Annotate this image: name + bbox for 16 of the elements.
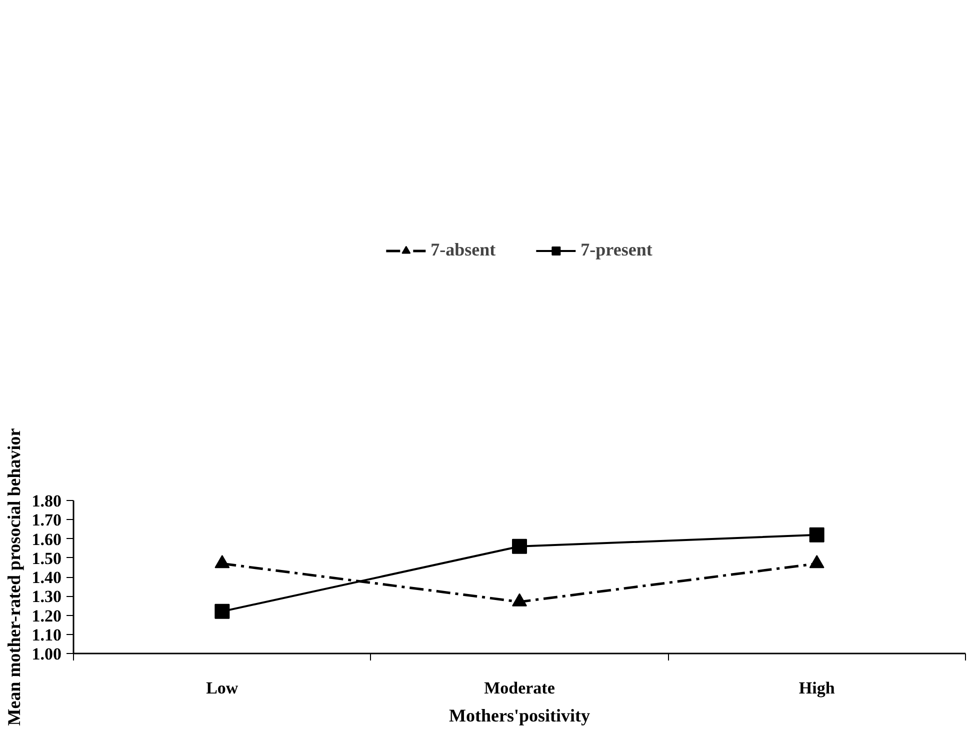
y-axis-title: Mean mother-rated prosocial behavior xyxy=(4,428,24,726)
y-tick-label: 1.70 xyxy=(32,510,62,530)
y-tick-label: 1.20 xyxy=(32,606,62,626)
y-tick-label: 1.60 xyxy=(32,530,62,549)
x-tick-label: Moderate xyxy=(484,678,556,698)
y-tick-label: 1.40 xyxy=(32,568,62,587)
x-tick-label: Low xyxy=(206,678,239,698)
y-tick-label: 1.80 xyxy=(32,492,62,510)
y-tick-label: 1.10 xyxy=(32,625,62,644)
y-tick-label: 1.00 xyxy=(32,644,62,664)
y-tick-label: 1.30 xyxy=(32,587,62,606)
legend-label: 7-absent xyxy=(430,240,496,260)
x-tick-label: High xyxy=(798,678,836,698)
legend-label: 7-present xyxy=(580,240,652,260)
y-tick-label: 1.50 xyxy=(32,548,62,568)
x-axis-title: Mothers'positivity xyxy=(449,706,590,726)
